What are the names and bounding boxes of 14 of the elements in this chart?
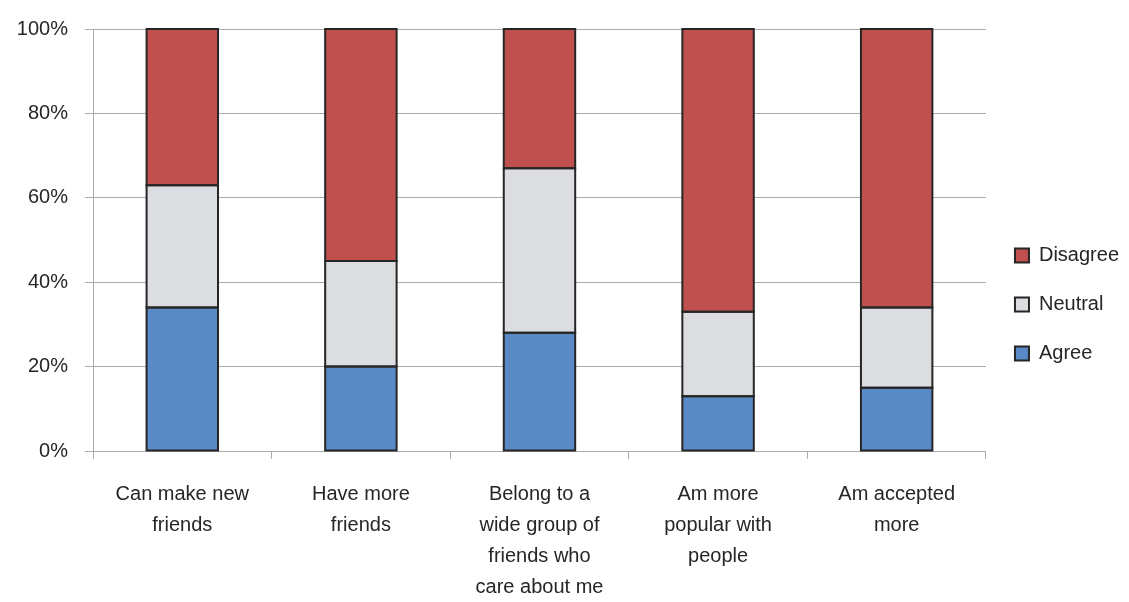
legend-label: Neutral (1038, 292, 1104, 315)
y-tick-label: 60% (27, 185, 69, 208)
x-tick-label: Am accepted more (838, 482, 956, 536)
legend-label: Agree (1038, 341, 1093, 364)
x-tick-label: Am more popular with people (664, 482, 772, 567)
y-tick-label: 0% (39, 438, 69, 461)
y-tick-label: 40% (27, 269, 69, 292)
y-tick-label: 20% (27, 354, 69, 377)
x-tick-label: Belong to a wide group of friends who care about me (475, 482, 604, 598)
y-tick-label: 80% (27, 100, 69, 123)
x-tick-label: Have more friends (311, 482, 410, 536)
legend-label: Disagree (1038, 243, 1120, 266)
x-tick-label: Can make new friends (115, 482, 250, 536)
y-tick-label: 100% (16, 16, 69, 39)
